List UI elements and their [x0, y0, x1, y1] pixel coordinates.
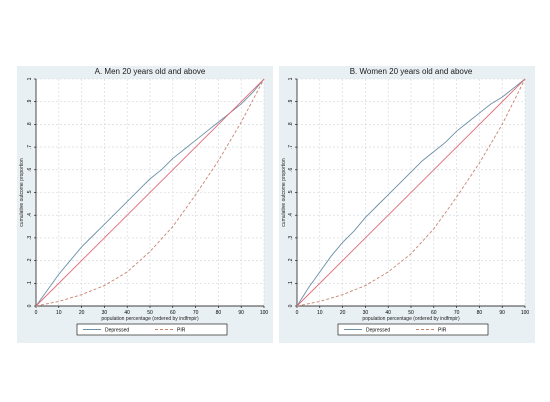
y-tick-label: .9 — [27, 99, 33, 103]
x-tick-label: 70 — [454, 310, 460, 316]
y-tick-label: 1 — [27, 77, 33, 80]
x-tick-label: 30 — [102, 310, 108, 316]
x-tick-label: 0 — [296, 310, 299, 316]
x-axis-label: population percentage (ordered by indfmp… — [362, 316, 460, 322]
legend-box — [337, 323, 489, 336]
y-tick-label: .3 — [288, 236, 294, 240]
chart-title: B. Women 20 years old and above — [350, 67, 473, 76]
x-tick-label: 90 — [238, 310, 244, 316]
y-tick-label: .1 — [288, 281, 294, 285]
x-tick-label: 60 — [431, 310, 437, 316]
chart-title: A. Men 20 years old and above — [95, 67, 206, 76]
x-tick-label: 90 — [499, 310, 505, 316]
x-tick-label: 100 — [260, 310, 269, 316]
x-axis-label: population percentage (ordered by indfmp… — [101, 316, 199, 322]
y-tick-label: .6 — [288, 167, 294, 171]
x-tick-label: 80 — [216, 310, 222, 316]
y-tick-label: .2 — [288, 258, 294, 262]
legend-label-depressed: Depressed — [105, 327, 129, 333]
y-tick-label: .1 — [27, 281, 33, 285]
y-tick-label: .9 — [288, 99, 294, 103]
x-tick-label: 80 — [477, 310, 483, 316]
y-tick-label: .6 — [27, 167, 33, 171]
y-tick-label: .2 — [27, 258, 33, 262]
x-tick-label: 0 — [35, 310, 38, 316]
y-tick-label: .4 — [27, 213, 33, 217]
y-tick-label: 0 — [27, 304, 33, 307]
y-tick-label: .4 — [288, 213, 294, 217]
y-tick-label: .5 — [288, 190, 294, 194]
x-tick-label: 60 — [170, 310, 176, 316]
y-axis-label: cumulative outcome proportion — [281, 158, 287, 227]
legend-label-pir: PIR — [438, 327, 447, 333]
x-tick-label: 20 — [79, 310, 85, 316]
legend-label-depressed: Depressed — [366, 327, 390, 333]
y-tick-label: .3 — [27, 236, 33, 240]
legend: Depressed PIR — [76, 323, 228, 336]
y-tick-label: .7 — [27, 145, 33, 149]
panel-men: 0 10 20 30 40 50 60 70 80 90 100 0 .1 .2 .3 .4 .5 .6 .7 .8.… — [17, 66, 273, 343]
y-tick-label: .8 — [288, 122, 294, 126]
x-tick-label: 50 — [147, 310, 153, 316]
legend-box — [76, 323, 228, 336]
series-line-equality — [296, 78, 526, 307]
y-tick-label: 0 — [288, 304, 294, 307]
y-tick-label: .8 — [27, 122, 33, 126]
legend-label-pir: PIR — [177, 327, 186, 333]
series-line-pir — [296, 78, 526, 307]
y-tick-label: 1 — [288, 77, 294, 80]
series-line-pir — [35, 78, 265, 307]
x-tick-label: 40 — [124, 310, 130, 316]
series-line-depressed — [35, 78, 265, 307]
x-tick-label: 50 — [408, 310, 414, 316]
y-axis-label: cumulative outcome proportion — [19, 158, 25, 227]
x-tick-label: 100 — [521, 310, 530, 316]
panel-women: 0 10 20 30 40 50 60 70 80 90 100 0 .1 .2 .3 .4 .5 .6 .7 .8.… — [279, 66, 535, 343]
series-line-depressed — [296, 78, 526, 307]
legend: Depressed PIR — [337, 323, 489, 336]
x-tick-label: 10 — [317, 310, 323, 316]
y-tick-label: .7 — [288, 145, 294, 149]
y-tick-label: .5 — [27, 190, 33, 194]
x-tick-label: 40 — [385, 310, 391, 316]
x-tick-label: 10 — [56, 310, 62, 316]
x-tick-label: 20 — [340, 310, 346, 316]
x-tick-label: 30 — [363, 310, 369, 316]
series-line-equality — [35, 78, 265, 307]
x-tick-label: 70 — [193, 310, 199, 316]
